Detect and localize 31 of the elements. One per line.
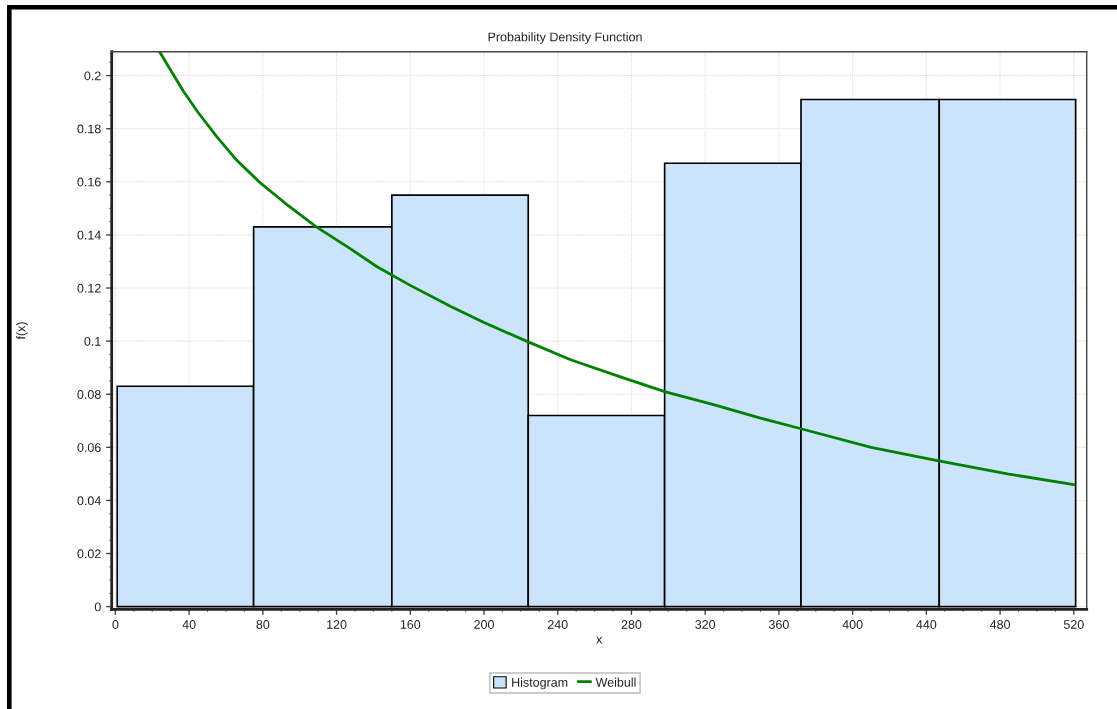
x-tick-label: 80 <box>256 620 270 629</box>
legend-label: Histogram <box>512 677 568 690</box>
x-axis-title: x <box>596 636 603 644</box>
y-tick-label: 0.02 <box>77 549 101 559</box>
y-tick-label: 0.04 <box>77 496 101 506</box>
y-tick-label: 0.08 <box>77 390 101 399</box>
x-tick-label: 440 <box>916 620 937 629</box>
line-series <box>158 51 1076 486</box>
x-tick-label: 160 <box>400 620 421 629</box>
x-tick-label: 0 <box>112 620 119 629</box>
x-tick-label: 520 <box>1063 620 1084 629</box>
x-tick-label: 400 <box>842 620 863 629</box>
y-tick-label: 0.2 <box>84 71 101 81</box>
y-tick-label: 0 <box>94 602 101 612</box>
y-tick-label: 0.06 <box>77 443 101 452</box>
x-tick-label: 120 <box>327 620 347 629</box>
y-tick-label: 0.1 <box>84 336 101 346</box>
x-tick-label: 480 <box>989 620 1011 629</box>
y-tick-label: 0.18 <box>77 124 101 134</box>
x-tick-label: 200 <box>474 620 494 629</box>
chart-title: Probability Density Function <box>488 32 642 44</box>
x-tick-label: 360 <box>768 620 789 629</box>
x-tick-label: 40 <box>182 620 196 629</box>
y-tick-label: 0.14 <box>77 230 101 240</box>
x-tick-label: 280 <box>621 620 642 629</box>
x-tick-label: 320 <box>695 620 716 629</box>
y-axis-title: f(x) <box>16 322 28 340</box>
x-tick-label: 240 <box>547 620 568 629</box>
y-tick-label: 0.12 <box>77 283 101 293</box>
y-tick-label: 0.16 <box>77 177 101 187</box>
legend-label: Weibull <box>595 677 636 687</box>
